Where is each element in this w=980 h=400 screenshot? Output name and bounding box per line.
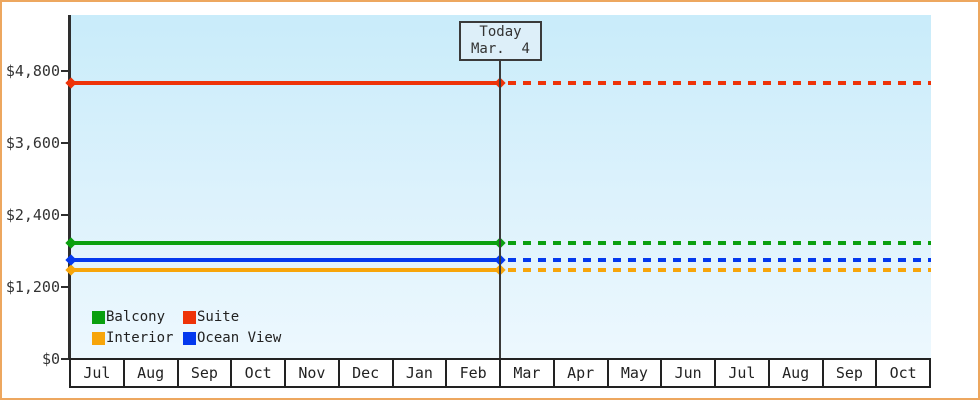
today-vertical-line (499, 60, 501, 358)
y-axis-tick (61, 214, 70, 216)
legend-swatch-suite (183, 310, 196, 324)
legend: Balcony Suite Interior Ocean View (92, 310, 281, 345)
legend-item-balcony: Balcony (92, 310, 183, 324)
series-line-forecast-suite (508, 81, 931, 85)
month-cell: Aug (767, 360, 822, 386)
month-cell: Apr (552, 360, 607, 386)
legend-swatch-interior (92, 331, 105, 345)
today-label: Today (479, 24, 522, 40)
y-axis-label: $2,400 (5, 206, 60, 224)
x-axis-month-band: Jul Aug Sep Oct Nov Dec Jan Feb Mar Apr May Jun Jul A… (69, 358, 931, 388)
legend-label: Interior (106, 330, 174, 346)
month-cell: Jun (660, 360, 714, 386)
legend-swatch-balcony (92, 310, 105, 324)
series-line-forecast-ocean-view (508, 258, 931, 262)
month-cell: Dec (337, 360, 392, 386)
month-cell: Sep (821, 360, 876, 386)
today-date-label: Mar. 4 (470, 41, 530, 57)
y-axis-tick (61, 142, 70, 144)
month-cell: May (606, 360, 661, 386)
legend-item-interior: Interior (92, 331, 183, 345)
month-cell: Jul (714, 360, 768, 386)
today-label-box: Today Mar. 4 (459, 21, 542, 61)
y-axis-tick (61, 286, 70, 288)
legend-label: Suite (197, 309, 240, 325)
series-line-solid-suite (71, 81, 500, 85)
month-cell: Nov (284, 360, 338, 386)
month-cell: Oct (875, 360, 929, 386)
y-axis-label: $0 (41, 350, 60, 368)
y-axis-label: $4,800 (5, 62, 60, 80)
month-cell: Sep (176, 360, 231, 386)
month-cell: Mar (499, 360, 553, 386)
y-axis-tick (61, 70, 70, 72)
y-axis-label: $1,200 (5, 278, 60, 296)
plot-area (71, 15, 931, 358)
month-cell: Jan (391, 360, 446, 386)
series-line-solid-ocean-view (71, 258, 500, 262)
month-cell: Jul (83, 364, 111, 382)
legend-swatch-ocean-view (183, 331, 196, 345)
series-line-solid-balcony (71, 240, 500, 245)
series-line-forecast-balcony (508, 240, 931, 245)
y-axis-line (68, 15, 71, 360)
month-cell: Oct (230, 360, 284, 386)
series-line-solid-interior (71, 268, 500, 273)
y-axis-label: $3,600 (5, 134, 60, 152)
month-cell: Aug (122, 360, 177, 386)
legend-item-ocean-view: Ocean View (183, 331, 281, 345)
legend-item-suite: Suite (183, 310, 281, 324)
legend-label: Ocean View (197, 330, 282, 346)
y-axis-tick (61, 358, 70, 360)
legend-label: Balcony (106, 309, 166, 325)
series-line-forecast-interior (508, 268, 931, 273)
month-cell: Feb (445, 360, 499, 386)
